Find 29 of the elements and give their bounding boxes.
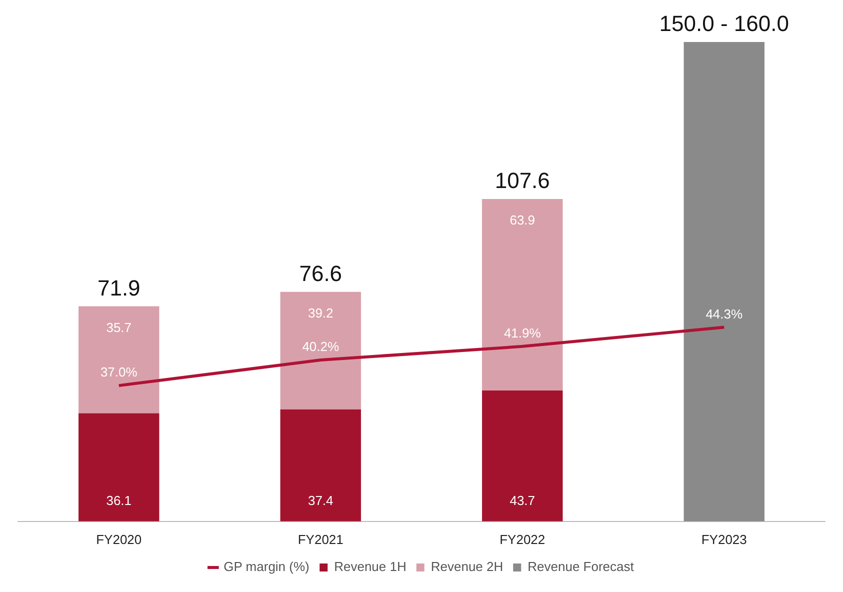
data-label: 44.3% <box>706 306 743 322</box>
data-label: 35.7 <box>106 320 132 335</box>
legend-label: GP margin (%) <box>224 559 310 574</box>
x-tick-label: FY2023 <box>701 532 747 547</box>
data-label: 39.2 <box>308 305 334 320</box>
data-label: 43.7 <box>510 492 536 508</box>
bar <box>482 199 563 390</box>
x-tick-label: FY2021 <box>298 532 344 547</box>
x-tick-label: FY2020 <box>96 532 142 547</box>
bar <box>78 413 160 522</box>
legend-label: Revenue Forecast <box>528 559 634 574</box>
total-label: 76.6 <box>299 260 342 286</box>
total-label: 71.9 <box>97 275 140 300</box>
bar <box>482 390 563 522</box>
total-label: 107.6 <box>494 168 550 194</box>
bar <box>280 409 361 522</box>
x-tick-label: FY2022 <box>500 532 546 547</box>
data-label: 40.2% <box>302 339 340 354</box>
legend-label: Revenue 2H <box>430 559 504 574</box>
data-label: 37.0% <box>100 364 138 380</box>
data-label: 36.1 <box>106 492 132 508</box>
data-label: 37.4 <box>308 492 334 508</box>
total-label: 150.0 - 160.0 <box>659 11 789 36</box>
bar <box>280 292 361 410</box>
data-label: 63.9 <box>510 212 536 228</box>
bar <box>684 42 764 522</box>
legend-label: Revenue 1H <box>334 559 406 574</box>
bar <box>78 306 160 414</box>
data-label: 41.9% <box>504 325 542 340</box>
